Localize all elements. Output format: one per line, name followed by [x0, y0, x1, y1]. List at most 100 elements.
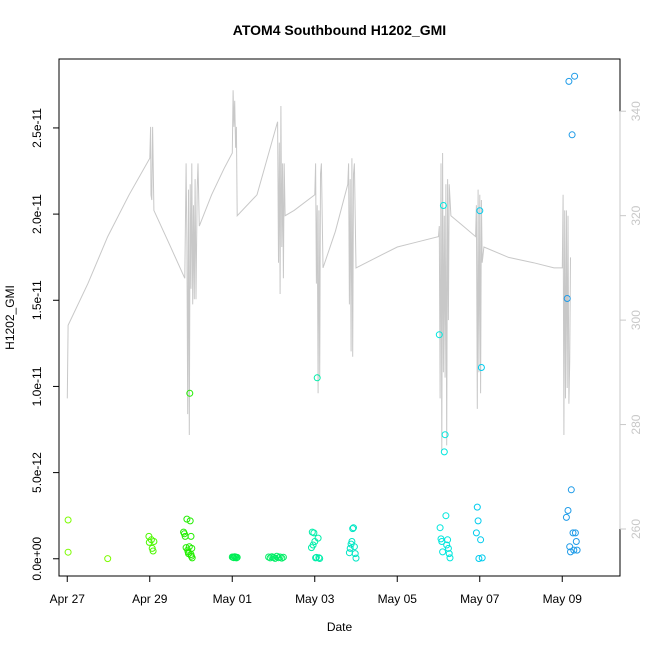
data-point: [313, 374, 321, 382]
data-point: [351, 550, 359, 558]
data-point: [443, 541, 451, 549]
data-point: [266, 554, 274, 562]
data-point: [149, 547, 157, 555]
y-tick-label: 5.0e-12: [30, 452, 44, 493]
data-point: [571, 72, 579, 80]
data-point: [233, 553, 241, 561]
data-point: [350, 543, 358, 551]
data-point: [478, 554, 486, 562]
series-group: [472, 207, 486, 562]
data-point: [570, 546, 578, 554]
data-point: [436, 524, 444, 532]
y-axis-label: H1202_GMI: [3, 285, 17, 350]
data-point: [188, 554, 196, 562]
data-point: [566, 543, 574, 551]
x-tick-label: Apr 27: [50, 592, 86, 606]
x-tick-label: Apr 29: [132, 592, 168, 606]
y-tick-label: 2.0e-11: [30, 194, 44, 234]
plot-frame: [58, 58, 621, 577]
data-point: [442, 512, 450, 520]
y-tick-label: 2.5e-11: [30, 108, 44, 148]
data-point: [474, 517, 482, 525]
secondary-y-tick-label: 280: [629, 414, 643, 434]
data-point: [270, 553, 277, 561]
y-tick-label: 1.0e-11: [30, 366, 44, 406]
data-point: [572, 538, 580, 545]
secondary-y-tick-label: 260: [629, 519, 643, 539]
data-point: [314, 534, 322, 542]
x-tick-label: May 09: [543, 592, 583, 606]
data-point: [279, 553, 287, 561]
x-tick-label: May 07: [460, 592, 500, 606]
data-point: [350, 524, 357, 532]
data-point: [187, 532, 195, 540]
series-group: [265, 552, 287, 562]
data-point: [310, 529, 318, 537]
data-point: [563, 295, 571, 302]
data-point: [435, 331, 443, 339]
secondary-y-tick-label: 340: [629, 101, 643, 121]
series-group: [308, 374, 324, 562]
data-point: [312, 553, 320, 561]
x-tick-label: May 03: [295, 592, 335, 606]
secondary-y-tick-label: 320: [629, 205, 643, 225]
data-point: [477, 536, 485, 544]
data-point: [315, 554, 323, 562]
secondary-axis-layer: [66, 90, 571, 451]
series-group: [145, 532, 158, 555]
x-tick-label: May 01: [213, 592, 253, 606]
data-point: [444, 536, 452, 544]
y-axis: 0.0e+00 5.0e-12 1.0e-11 1.5e-11 2.0e-11 2.5e-…: [30, 108, 59, 581]
secondary-y-tick-label: 300: [629, 310, 643, 330]
y-tick-label: 0.0e+00: [30, 537, 44, 581]
data-point: [271, 554, 279, 562]
data-point: [441, 431, 449, 439]
series-group: [180, 389, 196, 562]
data-point: [569, 529, 577, 537]
x-axis-label: Date: [327, 620, 353, 634]
data-point: [445, 550, 453, 558]
data-point: [567, 548, 574, 556]
data-point: [439, 548, 447, 556]
data-point: [562, 513, 570, 521]
series-group: [228, 553, 241, 562]
series-group: [345, 524, 360, 562]
secondary-y-axis: 260 280 300 320 340: [619, 101, 643, 539]
data-point: [186, 517, 194, 525]
data-point: [573, 546, 581, 554]
series-group: [435, 202, 454, 562]
data-point: [477, 364, 485, 371]
data-point: [309, 541, 317, 549]
data-point: [150, 538, 158, 545]
data-point: [311, 538, 319, 545]
data-point: [476, 207, 484, 215]
data-point: [565, 77, 573, 85]
data-point: [352, 554, 360, 562]
data-point: [316, 555, 324, 562]
data-point: [64, 516, 72, 524]
data-point: [446, 554, 454, 562]
data-point: [188, 544, 196, 552]
data-point: [186, 389, 194, 397]
secondary-series-line: [66, 90, 571, 451]
data-point: [567, 486, 575, 494]
data-point: [475, 555, 483, 562]
data-point: [276, 553, 284, 561]
data-point: [349, 525, 357, 533]
data-point: [346, 544, 354, 552]
data-point: [472, 529, 480, 537]
chart-title: ATOM4 Southbound H1202_GMI: [233, 22, 446, 38]
x-tick-label: May 05: [378, 592, 418, 606]
data-point: [439, 202, 447, 209]
data-point: [568, 131, 576, 139]
x-axis: Apr 27 Apr 29 May 01 May 03 May 05 May 07 May …: [50, 575, 583, 606]
data-point: [64, 548, 72, 556]
scatter-points-layer: [64, 72, 581, 563]
series-group: [64, 516, 112, 563]
data-point: [440, 448, 448, 456]
data-point: [183, 515, 191, 523]
data-point: [473, 503, 481, 511]
data-point: [444, 544, 452, 552]
data-point: [564, 507, 572, 514]
